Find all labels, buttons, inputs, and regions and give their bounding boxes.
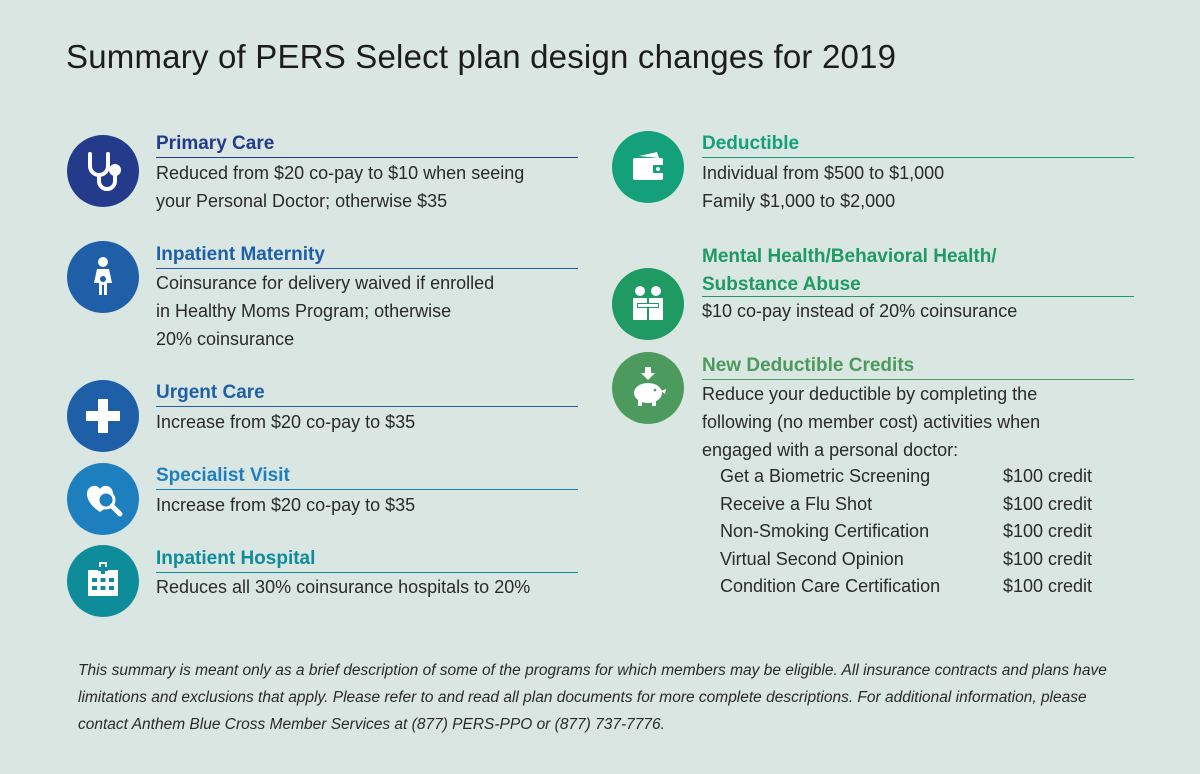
heart-magnifier-icon [67, 463, 139, 535]
heading-inpatient-maternity: Inpatient Maternity [156, 244, 325, 265]
hospital-icon [67, 545, 139, 617]
credit-amount: $100 credit [1003, 466, 1093, 486]
credit-activity: Get a Biometric Screening [720, 466, 931, 486]
credit-activity: Condition Care Certification [720, 576, 941, 596]
stethoscope-icon [67, 135, 139, 207]
credit-activity: Receive a Flu Shot [720, 494, 873, 514]
credit-amount: $100 credit [1003, 549, 1093, 569]
heading-inpatient-hospital: Inpatient Hospital [156, 548, 316, 569]
credit-amount: $100 credit [1003, 521, 1093, 541]
heading-mental-health: Mental Health/Behavioral Health/ Substan… [702, 246, 997, 295]
divider [156, 572, 578, 573]
specialist-visit-desc: Increase from $20 co-pay to $35 [156, 495, 416, 515]
page-title: Summary of PERS Select plan design chang… [66, 38, 897, 75]
credit-amount: $100 credit [1003, 494, 1093, 514]
disclaimer-footnote: This summary is meant only as a brief de… [78, 662, 1107, 733]
credits-desc: Reduce your deductible by completing the… [702, 384, 1041, 460]
divider [156, 157, 578, 158]
medical-cross-icon [67, 380, 139, 452]
divider [702, 296, 1134, 297]
people-hug-icon [612, 268, 684, 340]
divider [156, 489, 578, 490]
wallet-icon [612, 131, 684, 203]
credit-activity: Non-Smoking Certification [720, 521, 930, 541]
divider [156, 406, 578, 407]
deductible-desc: Individual from $500 to $1,000 Family $1… [702, 163, 945, 211]
credit-activity: Virtual Second Opinion [720, 549, 904, 569]
piggy-bank-icon [612, 352, 684, 424]
inpatient-hospital-desc: Reduces all 30% coinsurance hospitals to… [156, 577, 531, 597]
urgent-care-desc: Increase from $20 co-pay to $35 [156, 412, 416, 432]
divider [156, 268, 578, 269]
heading-primary-care: Primary Care [156, 133, 275, 154]
heading-specialist-visit: Specialist Visit [156, 465, 290, 486]
divider [702, 379, 1134, 380]
primary-care-desc: Reduced from $20 co-pay to $10 when seei… [156, 163, 525, 211]
inpatient-maternity-desc: Coinsurance for delivery waived if enrol… [156, 273, 495, 349]
pregnant-woman-icon [67, 241, 139, 313]
divider [702, 157, 1134, 158]
mental-health-desc: $10 co-pay instead of 20% coinsurance [702, 301, 1018, 321]
heading-urgent-care: Urgent Care [156, 382, 265, 403]
heading-new-deductible-credits: New Deductible Credits [702, 355, 915, 376]
heading-deductible: Deductible [702, 133, 800, 154]
credit-amount: $100 credit [1003, 576, 1093, 596]
